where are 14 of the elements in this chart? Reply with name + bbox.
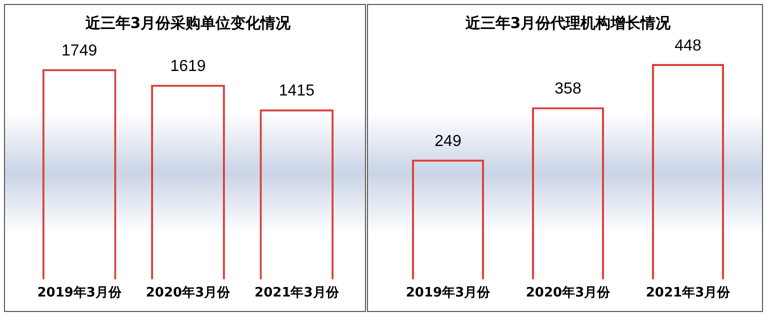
x-tick-label: 2019年3月份: [37, 286, 122, 301]
data-label: 448: [674, 37, 702, 54]
x-tick-label: 2020年3月份: [146, 286, 232, 301]
x-tick-label: 2021年3月份: [254, 286, 340, 301]
data-label: 1415: [278, 82, 315, 100]
chart-title: 近三年3月份代理机构增长情况: [464, 14, 672, 32]
data-label: 249: [434, 133, 462, 150]
x-tick-label: 2020年3月份: [526, 286, 612, 301]
data-label: 1749: [62, 42, 98, 60]
x-tick-label: 2021年3月份: [646, 286, 732, 301]
data-label: 1619: [170, 58, 206, 76]
chart-title: 近三年3月份采购单位变化情况: [84, 14, 292, 32]
data-label: 358: [554, 80, 582, 98]
x-tick-label: 2019年3月份: [406, 286, 492, 301]
